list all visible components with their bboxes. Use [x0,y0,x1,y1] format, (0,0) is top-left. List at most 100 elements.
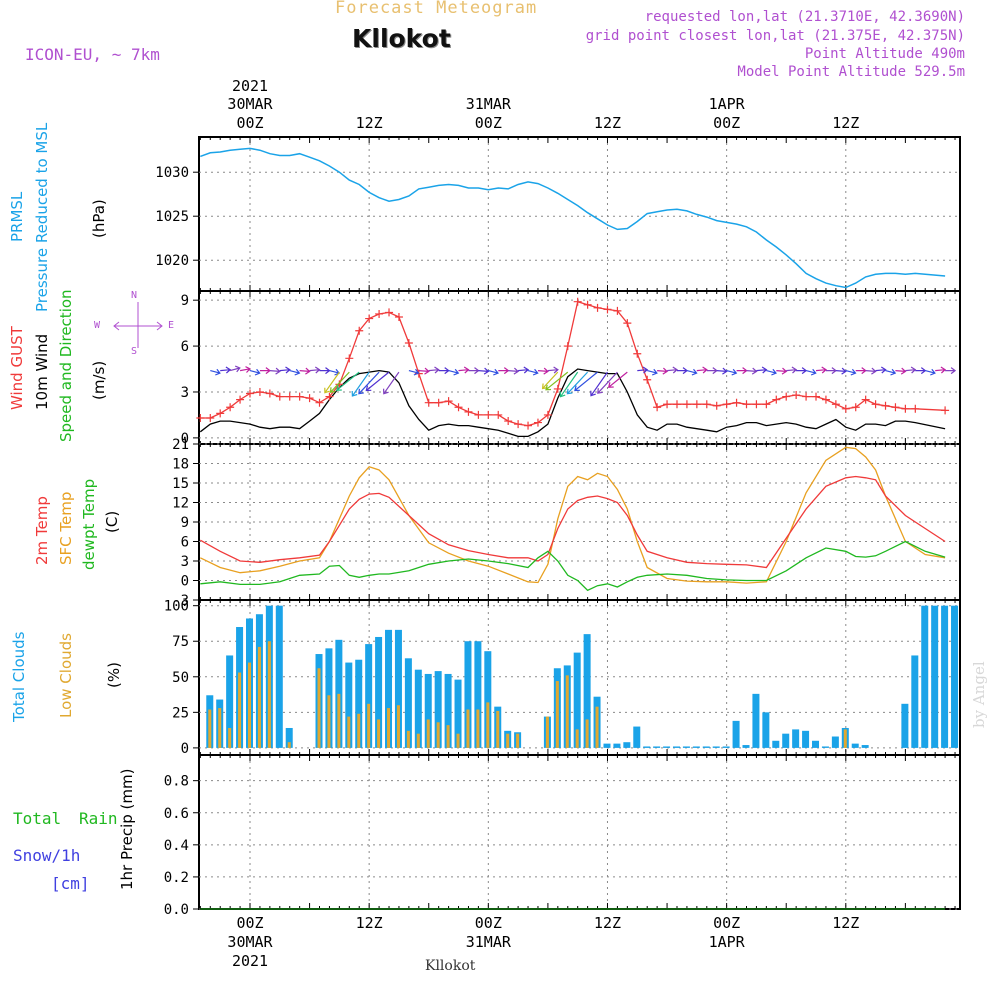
low-cloud-bar [347,716,351,748]
x-date-label-bottom: 30MAR [227,933,273,951]
low-cloud-bar [337,693,341,748]
wind-direction-arrow [895,367,907,375]
low-cloud-bar [317,668,321,748]
total-cloud-bar [861,745,869,748]
year-label-top: 2021 [232,77,268,95]
total-cloud-bar [394,629,402,748]
y-tick-label: 3 [181,554,189,570]
x-tick-label-bottom: 12Z [832,914,859,932]
total-cloud-bar [821,746,829,748]
gust-marker [583,300,592,309]
gust-marker [672,400,681,409]
gust-marker [206,413,215,422]
low-cloud-bar [545,716,549,748]
y-tick-label: 0.0 [164,902,189,918]
total-cloud-bar [663,746,671,748]
total-cloud-bar [762,712,770,748]
total-cloud-bar [404,658,412,748]
gust-marker [494,410,503,419]
y-tick-label: 6 [181,339,189,355]
wind-direction-arrow [336,371,360,391]
y-tick-label: 1030 [155,165,189,181]
wind-direction-arrow [945,367,957,375]
x-tick-label-top: 00Z [236,114,263,132]
low-cloud-bar [466,709,470,748]
gust-marker [742,400,751,409]
wind-direction-arrow [498,367,510,375]
total-cloud-bar [464,641,472,748]
rain-total-label: Total [13,809,62,828]
total-cloud-bar [911,655,919,748]
gust-marker [335,380,344,389]
total-cloud-bar [633,726,641,748]
x-tick-label-bottom: 00Z [475,914,502,932]
gust-marker [682,400,691,409]
dewpoint-line [200,540,946,592]
gust-marker [623,319,632,328]
low-cloud-bar [257,646,261,748]
gust-marker [474,410,483,419]
x-tick-label-top: 00Z [713,114,740,132]
total-cloud-bar [355,659,363,748]
y-tick-label: 0 [181,741,189,757]
gust-marker [196,413,205,422]
wind-direction-arrow [478,367,490,375]
wind-direction-arrow [574,371,598,392]
gust-marker [563,342,572,351]
total-cloud-bar [226,655,234,748]
low-cloud-bar [436,722,440,748]
gust-marker [514,420,523,429]
x-date-label-top: 30MAR [227,95,273,113]
gust-marker [881,401,890,410]
low-cloud-bar [267,641,271,748]
gust-marker [593,303,602,312]
gust-marker [633,349,642,358]
y-tick-label: 25 [172,705,189,721]
wind-direction-arrow [365,371,390,392]
wind-direction-arrow [408,368,420,376]
gust-marker [404,339,413,348]
total-cloud-bar [941,605,949,748]
gust-marker [355,326,364,335]
wind-direction-arrow [825,367,837,375]
point-altitude: Point Altitude 490m [804,46,965,62]
low-cloud-bar [555,681,559,748]
gust-marker [246,389,254,398]
gust-marker [891,403,900,412]
total-cloud-bar [792,729,800,748]
total-cloud-bar [682,746,690,748]
gust-marker [841,404,850,413]
gust-marker [653,403,662,412]
total-cloud-bar [484,651,492,748]
gust-marker [613,306,622,315]
y-tick-label: 1025 [155,209,189,225]
total-cloud-bar [812,740,820,748]
total-cloud-bar [653,746,661,748]
footer-location: Kllokot [425,958,476,974]
low-cloud-bar [565,675,569,748]
compass-n: N [131,290,138,301]
x-date-label-bottom: 31MAR [466,933,512,951]
gust-marker [464,407,473,416]
y-tick-label: 100 [164,599,189,615]
wind-direction-arrow [637,366,649,374]
panel-frame [198,290,961,445]
gust-marker [385,308,394,317]
wind-direction-arrow [239,366,251,373]
x-tick-label-bottom: 12Z [356,914,383,932]
wind-direction-arrow [545,371,569,391]
wind-direction-arrow [686,368,698,376]
compass-e: E [168,320,175,331]
gust-marker [663,400,672,409]
wind-direction-arrow [351,371,370,397]
x-date-label-bottom: 1APR [709,933,746,951]
gust-marker [692,400,701,409]
gust-marker [812,392,821,401]
low-cloud-bar [367,703,371,748]
y-tick-label: 0.4 [164,838,189,854]
wind-direction-arrow [468,367,480,375]
y-tick-label: 50 [172,670,189,686]
gust-marker [702,400,711,409]
sfc-temp-line [200,446,946,584]
